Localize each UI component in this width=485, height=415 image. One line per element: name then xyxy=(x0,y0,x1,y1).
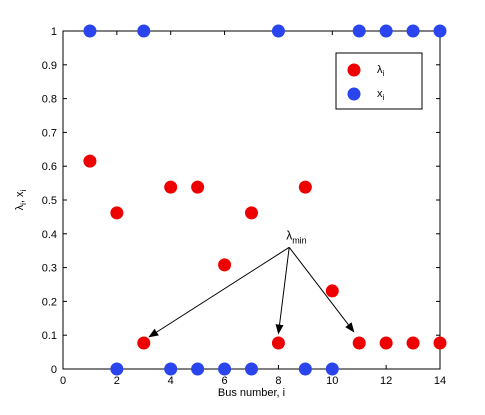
x-tick-label: 0 xyxy=(60,375,66,387)
legend: λi xi xyxy=(335,52,423,110)
lambda-point xyxy=(298,180,312,194)
x-point xyxy=(191,362,205,376)
x-tick-label: 4 xyxy=(168,375,174,387)
legend-marker xyxy=(347,87,361,101)
lambda-point xyxy=(271,336,285,350)
x-point xyxy=(325,362,339,376)
y-tick-label: 0.3 xyxy=(42,263,57,275)
x-point xyxy=(245,362,258,376)
data-points xyxy=(83,24,447,376)
x-tick-label: 14 xyxy=(434,375,446,387)
lambda-point xyxy=(137,336,151,350)
legend-label: xi xyxy=(377,88,385,102)
x-tick-label: 10 xyxy=(326,375,338,387)
x-point xyxy=(137,24,151,38)
y-tick-label: 0 xyxy=(51,364,57,376)
y-axis-label: λi, xi xyxy=(14,189,28,210)
x-point xyxy=(83,24,97,38)
annotation-arrow xyxy=(288,247,355,333)
annotation-arrow xyxy=(148,246,290,338)
x-tick-label: 2 xyxy=(114,375,120,387)
y-tick-label: 0.6 xyxy=(42,161,57,173)
lambda-point xyxy=(406,336,420,350)
x-tick-label: 8 xyxy=(275,375,281,387)
x-point xyxy=(218,362,232,376)
y-tick-label: 0.1 xyxy=(42,330,57,342)
lambda-point xyxy=(164,180,178,194)
lambda-point xyxy=(218,258,232,272)
x-point xyxy=(352,24,366,38)
legend-marker xyxy=(347,63,361,77)
lambda-point xyxy=(191,180,205,194)
legend-box xyxy=(335,52,423,110)
x-point xyxy=(271,24,285,38)
y-tick-label: 0.5 xyxy=(42,195,57,207)
y-tick-label: 1 xyxy=(51,26,57,38)
lambda-point xyxy=(352,336,366,350)
lambda-point xyxy=(325,284,339,298)
lambda-point xyxy=(433,336,447,350)
x-point xyxy=(298,362,312,376)
lambda-point xyxy=(83,154,97,168)
y-tick-label: 0.4 xyxy=(42,229,57,241)
x-point xyxy=(164,362,178,376)
lambda-point xyxy=(245,206,258,220)
y-tick-label: 0.2 xyxy=(42,296,57,308)
annotation-group: λmin xyxy=(148,228,355,338)
lambda-point xyxy=(110,206,124,220)
x-tick-label: 12 xyxy=(380,375,392,387)
x-tick-label: 6 xyxy=(222,375,228,387)
annotation-label: λmin xyxy=(286,228,307,245)
x-axis-label: Bus number, i xyxy=(218,387,285,399)
x-point xyxy=(110,362,124,376)
y-tick-label: 0.8 xyxy=(42,94,57,106)
legend-label: λi xyxy=(377,64,385,78)
y-tick-label: 0.9 xyxy=(42,60,57,72)
x-point xyxy=(433,24,447,38)
x-point xyxy=(406,24,420,38)
y-tick-label: 0.7 xyxy=(42,127,57,139)
x-point xyxy=(379,24,393,38)
annotation-arrow xyxy=(275,247,290,335)
lambda-point xyxy=(379,336,393,350)
